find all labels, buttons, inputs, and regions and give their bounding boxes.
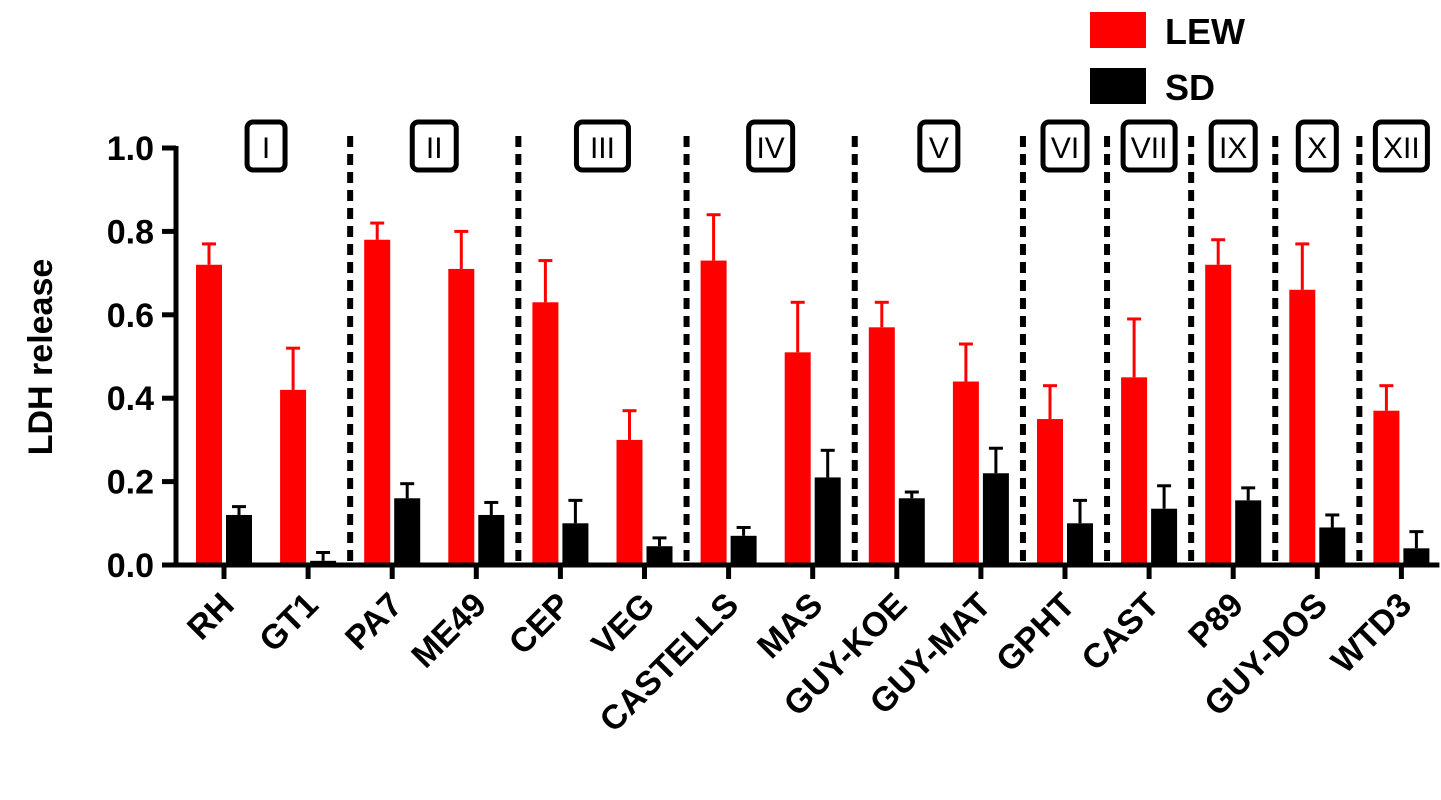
group-box: [1372, 119, 1430, 173]
x-tick-label: ME49: [404, 586, 494, 676]
group-box: [1208, 119, 1258, 173]
group-label: II: [426, 132, 443, 165]
bar-sd: [1319, 527, 1346, 565]
x-tick-label: GPHT: [989, 586, 1083, 680]
legend: LEW SD: [1090, 11, 1245, 108]
bar-lew: [868, 327, 895, 565]
group-label: III: [590, 132, 615, 165]
y-tick-label: 0.0: [107, 547, 154, 585]
bar-sd: [1151, 508, 1178, 565]
bars: [196, 213, 1430, 566]
group-box: [746, 119, 796, 173]
group-label: VII: [1131, 132, 1168, 165]
legend-label-lew: LEW: [1165, 11, 1245, 52]
bar-lew: [1121, 377, 1148, 565]
y-tick-label: 0.4: [107, 380, 154, 418]
bar-lew: [280, 389, 307, 565]
bar-sd: [814, 477, 841, 565]
x-tick-label: PA7: [338, 586, 410, 658]
x-tick-label: RH: [180, 586, 242, 648]
group-box: [1295, 119, 1339, 173]
bar-lew: [1373, 410, 1400, 565]
y-tick-label: 1.0: [107, 130, 154, 168]
legend-swatch-lew: [1090, 12, 1146, 48]
bar-lew: [700, 260, 727, 565]
group-label: IV: [756, 132, 784, 165]
y-axis-title: LDH release: [22, 259, 60, 456]
bar-sd: [1403, 548, 1430, 565]
group-label: X: [1307, 132, 1327, 165]
bar-sd: [478, 514, 505, 565]
x-tick-label: P89: [1181, 586, 1251, 656]
group-box: [1040, 119, 1090, 173]
bar-lew: [952, 381, 979, 565]
group-label: XII: [1383, 132, 1420, 165]
x-tick-label: WTD3: [1324, 586, 1419, 681]
bar-sd: [646, 546, 673, 565]
x-tick-label: CAST: [1074, 586, 1166, 678]
bar-lew: [364, 239, 391, 566]
group-box: [244, 119, 288, 173]
bar-lew: [196, 264, 222, 565]
bar-sd: [562, 523, 589, 565]
bar-sd: [1235, 500, 1262, 565]
bar-sd: [1067, 523, 1093, 565]
bar-lew: [784, 352, 811, 565]
x-tick-label: CEP: [502, 586, 578, 662]
bar-sd: [898, 498, 925, 565]
y-tick-label: 0.6: [107, 297, 154, 335]
group-label: IX: [1219, 132, 1247, 165]
clonal-group-labels: I II III IV V VI VII IX X XII: [244, 119, 1430, 173]
y-tick-label: 0.2: [107, 464, 154, 502]
group-box: [573, 119, 631, 173]
bar-lew: [532, 302, 559, 565]
x-tick-label: GT1: [252, 586, 326, 660]
bar-lew: [1289, 289, 1316, 565]
y-tick-label: 0.8: [107, 213, 154, 251]
bar-sd: [982, 473, 1009, 565]
group-label: I: [262, 132, 270, 165]
legend-label-sd: SD: [1165, 67, 1215, 108]
bar-lew: [1037, 419, 1063, 565]
group-box: [1120, 119, 1178, 173]
bar-lew: [448, 268, 475, 565]
group-box: [917, 119, 961, 173]
group-label: V: [929, 132, 949, 165]
bar-sd: [730, 535, 757, 565]
bar-sd: [226, 514, 252, 565]
group-box: [409, 119, 459, 173]
legend-swatch-sd: [1090, 68, 1146, 104]
bar-sd: [394, 498, 421, 565]
group-label: VI: [1051, 132, 1079, 165]
axes: 0.0 0.2 0.4 0.6 0.8 1.0: [107, 130, 1440, 585]
bar-lew: [1205, 264, 1232, 565]
x-tick-label: VEG: [585, 586, 663, 664]
bar-lew: [616, 439, 643, 565]
